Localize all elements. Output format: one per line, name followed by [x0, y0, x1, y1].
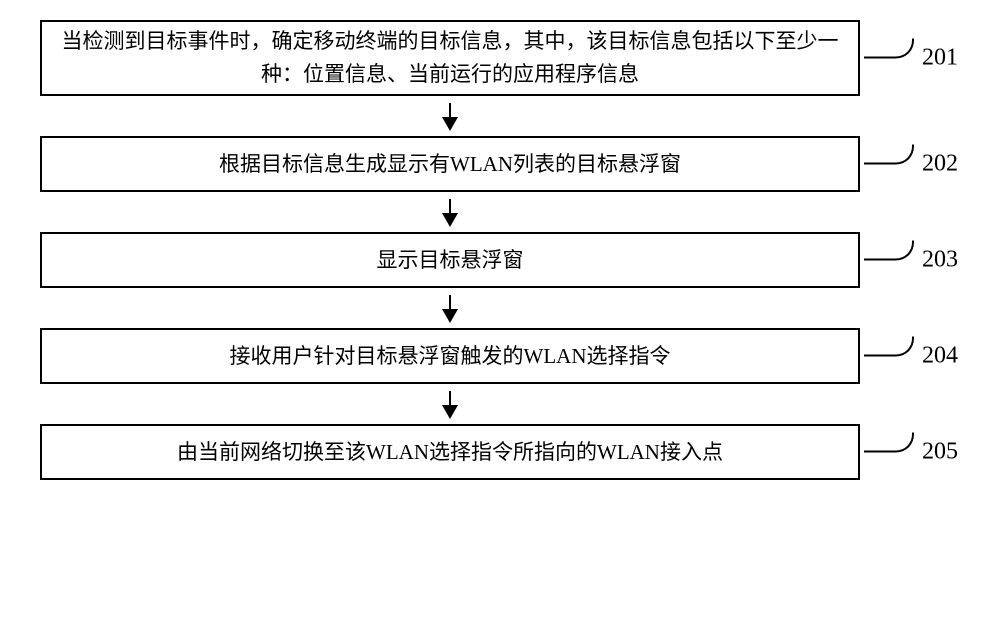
arrow-row — [40, 192, 860, 232]
step-label: 203 — [870, 247, 980, 274]
leader-line — [864, 432, 914, 452]
step-number: 205 — [922, 439, 958, 466]
step-number: 201 — [922, 45, 958, 72]
flow-box-text: 根据目标信息生成显示有WLAN列表的目标悬浮窗 — [219, 148, 681, 181]
flow-step: 接收用户针对目标悬浮窗触发的WLAN选择指令 204 — [40, 328, 860, 384]
leader-line — [864, 144, 914, 164]
flow-box-202: 根据目标信息生成显示有WLAN列表的目标悬浮窗 — [40, 136, 860, 192]
leader-line — [864, 240, 914, 260]
down-arrow-icon — [449, 103, 451, 129]
step-number: 203 — [922, 247, 958, 274]
down-arrow-icon — [449, 391, 451, 417]
flow-box-text: 当检测到目标事件时，确定移动终端的目标信息，其中，该目标信息包括以下至少一种：位… — [60, 25, 840, 90]
flow-box-text: 接收用户针对目标悬浮窗触发的WLAN选择指令 — [230, 340, 671, 373]
down-arrow-icon — [449, 199, 451, 225]
flow-box-205: 由当前网络切换至该WLAN选择指令所指向的WLAN接入点 — [40, 424, 860, 480]
step-label: 202 — [870, 151, 980, 178]
step-label: 204 — [870, 343, 980, 370]
arrow-row — [40, 384, 860, 424]
leader-line — [864, 336, 914, 356]
arrow-row — [40, 288, 860, 328]
flow-box-203: 显示目标悬浮窗 — [40, 232, 860, 288]
flow-step: 根据目标信息生成显示有WLAN列表的目标悬浮窗 202 — [40, 136, 860, 192]
flow-box-text: 显示目标悬浮窗 — [377, 244, 524, 277]
step-label: 205 — [870, 439, 980, 466]
arrow-row — [40, 96, 860, 136]
flow-box-201: 当检测到目标事件时，确定移动终端的目标信息，其中，该目标信息包括以下至少一种：位… — [40, 20, 860, 96]
step-label: 201 — [870, 45, 980, 72]
step-number: 204 — [922, 343, 958, 370]
flow-box-text: 由当前网络切换至该WLAN选择指令所指向的WLAN接入点 — [177, 436, 723, 469]
flow-step: 显示目标悬浮窗 203 — [40, 232, 860, 288]
flow-step: 当检测到目标事件时，确定移动终端的目标信息，其中，该目标信息包括以下至少一种：位… — [40, 20, 860, 96]
flow-box-204: 接收用户针对目标悬浮窗触发的WLAN选择指令 — [40, 328, 860, 384]
step-number: 202 — [922, 151, 958, 178]
down-arrow-icon — [449, 295, 451, 321]
flowchart-container: 当检测到目标事件时，确定移动终端的目标信息，其中，该目标信息包括以下至少一种：位… — [40, 20, 860, 480]
leader-line — [864, 38, 914, 58]
flow-step: 由当前网络切换至该WLAN选择指令所指向的WLAN接入点 205 — [40, 424, 860, 480]
